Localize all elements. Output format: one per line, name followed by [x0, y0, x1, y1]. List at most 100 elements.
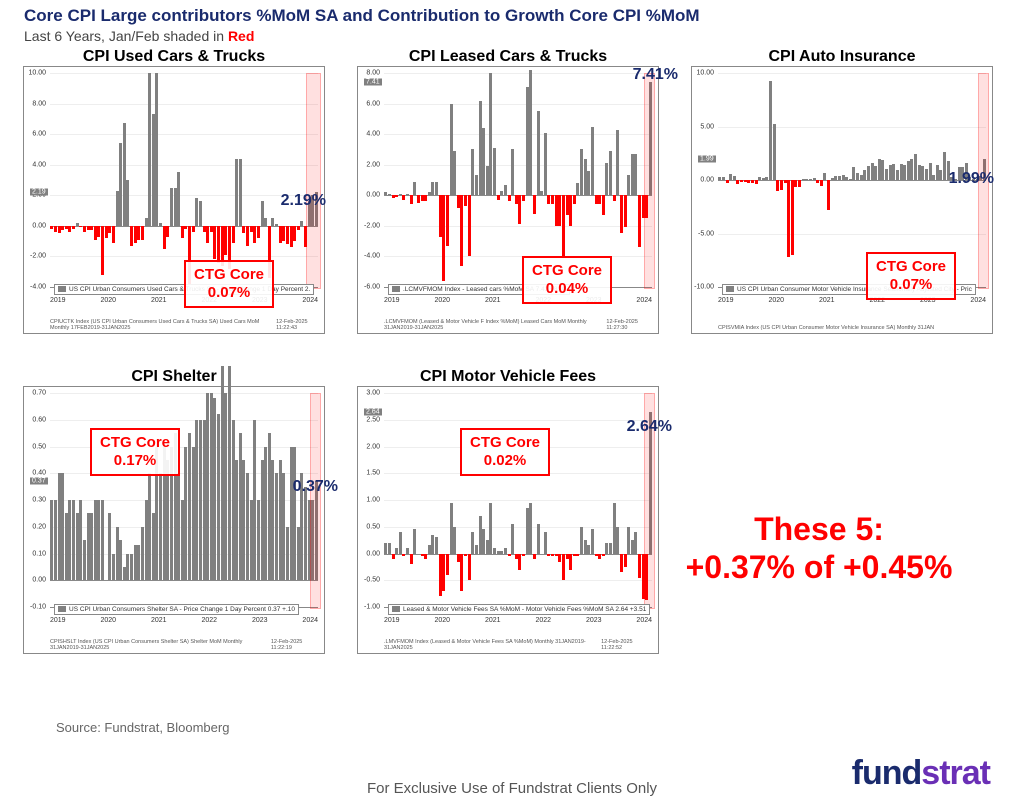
legend: US CPI Urban Consumers Shelter SA - Pric… — [54, 604, 299, 615]
footer-row: CPISVMIA Index (US CPI Urban Consumer Mo… — [718, 325, 986, 331]
y-tick-label: 0.20 — [32, 523, 46, 530]
x-axis-years: 201920202021202220232024 — [384, 617, 652, 629]
x-tick-label: 2021 — [485, 617, 501, 629]
panel-title: CPI Motor Vehicle Fees — [348, 368, 668, 386]
latest-value-callout: 2.19% — [281, 192, 326, 210]
axis-flag: 7.41 — [364, 79, 382, 86]
latest-value-callout: 1.99% — [949, 170, 994, 188]
y-tick-label: -4.00 — [364, 253, 380, 260]
x-axis-years: 201920202021202220232024 — [50, 617, 318, 629]
footer-left: .LMVFMOM Index (Leased & Motor Vehicle F… — [384, 639, 601, 651]
chart-box: -6.00-4.00-2.000.002.004.006.008.007.41.… — [357, 66, 659, 334]
y-tick-label: 2.00 — [366, 443, 380, 450]
plot-area — [50, 73, 318, 288]
y-tick-label: 0.50 — [366, 523, 380, 530]
chart-panel-mvf: CPI Motor Vehicle Fees-1.00-0.500.000.50… — [348, 368, 668, 654]
axis-flag: 0.37 — [30, 478, 48, 485]
y-tick-label: 5.00 — [700, 123, 714, 130]
y-tick-label: -2.00 — [364, 222, 380, 229]
x-tick-label: 2020 — [768, 297, 784, 309]
x-tick-label: 2024 — [302, 617, 318, 629]
footer-left: CPISHSLT Index (US CPI Urban Consumers S… — [50, 639, 271, 651]
y-tick-label: 1.50 — [366, 470, 380, 477]
y-tick-label: 0.10 — [32, 550, 46, 557]
summary-line2: +0.37% of +0.45% — [654, 548, 984, 586]
footer-left: CPISVMIA Index (US CPI Urban Consumer Mo… — [718, 325, 934, 331]
footer-row: .LCMVFMOM (Leased & Motor Vehicle F Inde… — [384, 319, 652, 331]
subtitle-prefix: Last 6 Years, Jan/Feb shaded in — [24, 28, 228, 44]
footer-right: 12-Feb-2025 11:22:43 — [276, 319, 318, 331]
ctg-label-top: CTG Core — [470, 434, 540, 452]
chart-box: -0.100.000.100.200.300.400.500.600.700.3… — [23, 386, 325, 654]
page-header: Core CPI Large contributors %MoM SA and … — [24, 6, 700, 44]
footer-right: 12-Feb-2025 11:27:30 — [606, 319, 652, 331]
y-tick-label: 0.00 — [32, 222, 46, 229]
chart-panel-used_cars: CPI Used Cars & Trucks-4.00-2.000.002.00… — [14, 48, 334, 334]
y-tick-label: 8.00 — [32, 100, 46, 107]
y-tick-label: 0.70 — [32, 390, 46, 397]
panel-title: CPI Shelter — [14, 368, 334, 386]
plot-area — [50, 393, 318, 608]
ctg-label-val: 0.17% — [100, 452, 170, 470]
x-tick-label: 2022 — [535, 617, 551, 629]
y-tick-label: -5.00 — [698, 230, 714, 237]
x-tick-label: 2024 — [636, 297, 652, 309]
y-tick-label: 0.00 — [32, 577, 46, 584]
axis-flag: 2.19 — [30, 189, 48, 196]
page-subtitle: Last 6 Years, Jan/Feb shaded in Red — [24, 28, 700, 44]
plot-area — [384, 393, 652, 608]
chart-panel-auto_ins: CPI Auto Insurance-10.00-5.000.005.0010.… — [682, 48, 1002, 334]
ctg-core-box: CTG Core0.02% — [460, 428, 550, 476]
x-tick-label: 2021 — [151, 617, 167, 629]
x-tick-label: 2020 — [100, 617, 116, 629]
ctg-label-top: CTG Core — [194, 266, 264, 284]
y-tick-label: 4.00 — [32, 161, 46, 168]
ctg-label-top: CTG Core — [100, 434, 170, 452]
footer-left: .LCMVFMOM (Leased & Motor Vehicle F Inde… — [384, 319, 606, 331]
ctg-label-val: 0.07% — [876, 276, 946, 294]
legend-text: Leased & Motor Vehicle Fees SA %MoM - Mo… — [403, 606, 646, 613]
x-tick-label: 2024 — [636, 617, 652, 629]
x-tick-label: 2022 — [201, 617, 217, 629]
x-tick-label: 2024 — [970, 297, 986, 309]
y-tick-label: -2.00 — [30, 253, 46, 260]
x-tick-label: 2019 — [718, 297, 734, 309]
summary-callout: These 5: +0.37% of +0.45% — [654, 510, 984, 587]
fundstrat-logo: fundstrat — [852, 754, 990, 793]
logo-part2: strat — [921, 754, 990, 792]
y-tick-label: -6.00 — [364, 284, 380, 291]
y-tick-label: 0.40 — [32, 470, 46, 477]
chart-panel-leased_cars: CPI Leased Cars & Trucks -6.00 -4.00 -2.00 0… — [348, 48, 668, 334]
y-tick-label: 0.60 — [32, 416, 46, 423]
y-tick-label: 0.00 — [366, 192, 380, 199]
subtitle-highlight: Red — [228, 28, 254, 44]
y-tick-label: 8.00 — [366, 70, 380, 77]
x-tick-label: 2019 — [384, 297, 400, 309]
panel-title: CPI Leased Cars & Trucks — [348, 48, 668, 66]
x-tick-label: 2019 — [384, 617, 400, 629]
ctg-core-box: CTG Core0.07% — [184, 260, 274, 308]
ctg-core-box: CTG Core0.17% — [90, 428, 180, 476]
y-tick-label: 6.00 — [366, 100, 380, 107]
ctg-core-box: CTG Core0.04% — [522, 256, 612, 304]
y-tick-label: -4.00 — [30, 284, 46, 291]
y-tick-label: -1.00 — [364, 604, 380, 611]
y-tick-label: 6.00 — [32, 131, 46, 138]
x-tick-label: 2023 — [586, 617, 602, 629]
axis-flag: 1.99 — [698, 155, 716, 162]
legend-text: US CPI Urban Consumers Shelter SA - Pric… — [69, 606, 295, 613]
x-tick-label: 2020 — [100, 297, 116, 309]
footer-right: 12-Feb-2025 11:22:52 — [601, 639, 652, 651]
latest-value-callout: 7.41% — [633, 66, 678, 84]
panel-title: CPI Used Cars & Trucks — [14, 48, 334, 66]
latest-value-callout: 2.64% — [627, 418, 672, 436]
summary-line1: These 5: — [654, 510, 984, 548]
axis-flag: 2.64 — [364, 409, 382, 416]
x-tick-label: 2023 — [252, 617, 268, 629]
y-tick-label: 10.00 — [28, 70, 46, 77]
y-tick-label: 0.00 — [366, 550, 380, 557]
ctg-label-val: 0.02% — [470, 452, 540, 470]
ctg-core-box: CTG Core0.07% — [866, 252, 956, 300]
footer-row: .LMVFMOM Index (Leased & Motor Vehicle F… — [384, 639, 652, 651]
y-tick-label: 3.00 — [366, 390, 380, 397]
